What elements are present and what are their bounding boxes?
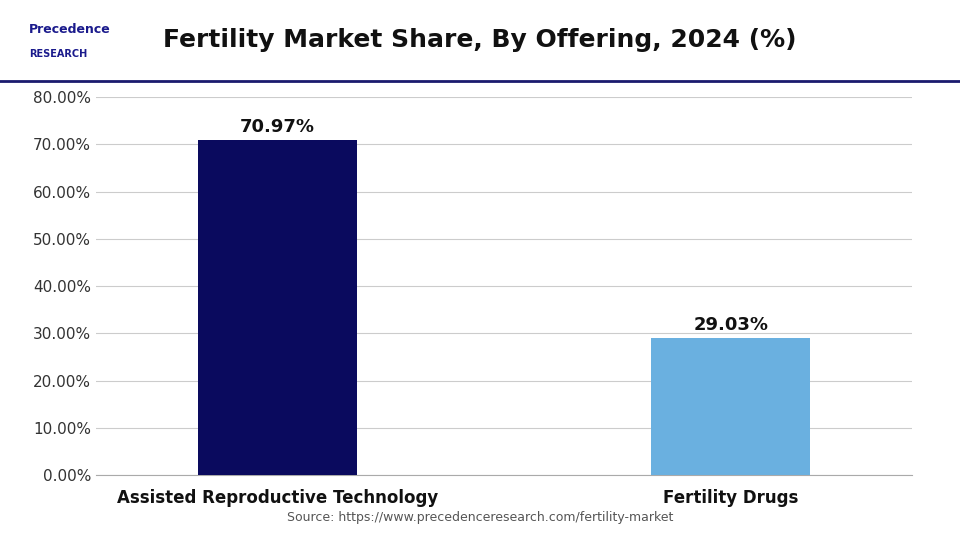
- Text: Source: https://www.precedenceresearch.com/fertility-market: Source: https://www.precedenceresearch.c…: [287, 511, 673, 524]
- Bar: [198, 140, 357, 475]
- Text: Precedence: Precedence: [29, 23, 110, 36]
- Text: 70.97%: 70.97%: [240, 118, 315, 136]
- Text: 29.03%: 29.03%: [693, 316, 768, 334]
- Text: Fertility Market Share, By Offering, 2024 (%): Fertility Market Share, By Offering, 202…: [163, 29, 797, 52]
- Bar: [651, 338, 810, 475]
- Text: RESEARCH: RESEARCH: [29, 49, 87, 59]
